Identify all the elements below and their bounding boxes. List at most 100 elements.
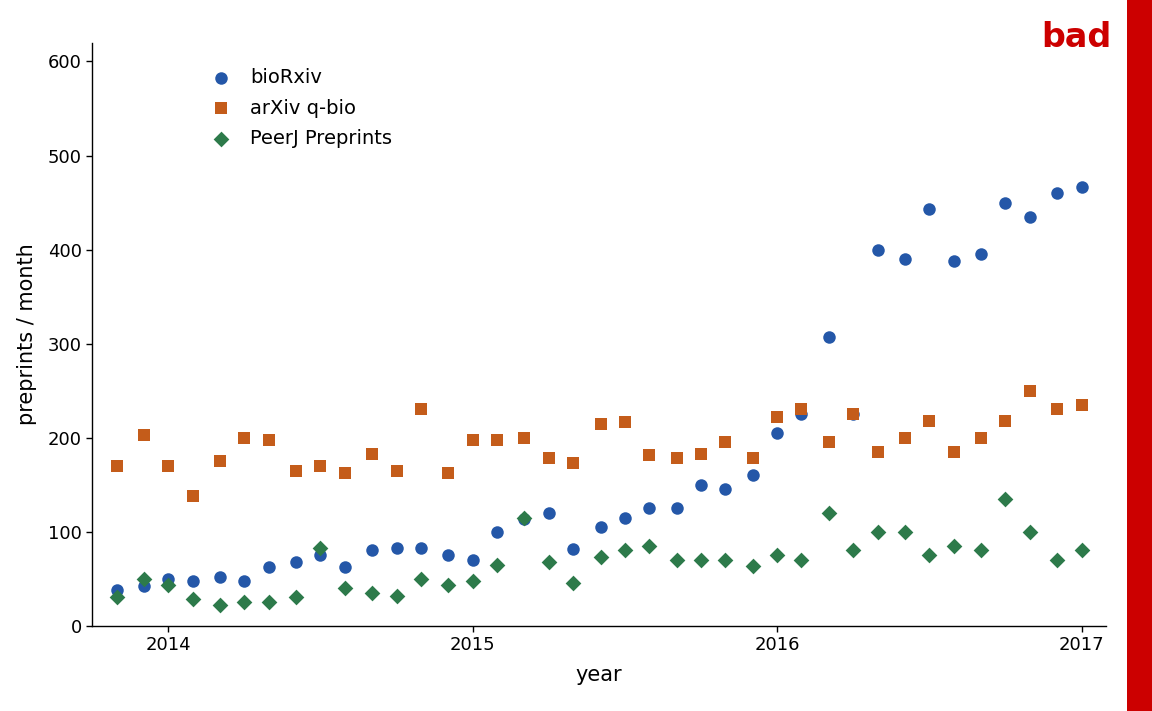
Y-axis label: preprints / month: preprints / month xyxy=(16,243,37,425)
bioRxiv xyxy=(287,556,305,567)
bioRxiv xyxy=(539,507,558,518)
PeerJ Preprints xyxy=(107,592,126,603)
PeerJ Preprints xyxy=(487,559,506,570)
bioRxiv xyxy=(439,550,457,561)
PeerJ Preprints xyxy=(692,554,711,565)
bioRxiv xyxy=(1048,188,1067,199)
bioRxiv xyxy=(945,255,963,267)
arXiv q-bio xyxy=(515,432,533,443)
PeerJ Preprints xyxy=(363,587,381,599)
PeerJ Preprints xyxy=(539,556,558,567)
bioRxiv xyxy=(183,575,202,587)
arXiv q-bio xyxy=(717,437,735,448)
arXiv q-bio xyxy=(463,434,482,446)
bioRxiv xyxy=(591,521,609,533)
arXiv q-bio xyxy=(869,446,887,457)
PeerJ Preprints xyxy=(591,551,609,562)
PeerJ Preprints xyxy=(641,540,659,552)
PeerJ Preprints xyxy=(743,561,761,572)
PeerJ Preprints xyxy=(135,573,153,584)
PeerJ Preprints xyxy=(287,592,305,603)
bioRxiv xyxy=(463,554,482,565)
PeerJ Preprints xyxy=(463,575,482,587)
PeerJ Preprints xyxy=(259,597,278,608)
arXiv q-bio xyxy=(439,468,457,479)
bioRxiv xyxy=(615,512,634,523)
arXiv q-bio xyxy=(667,453,685,464)
bioRxiv xyxy=(335,562,354,573)
arXiv q-bio xyxy=(1021,385,1039,396)
bioRxiv xyxy=(107,584,126,596)
bioRxiv xyxy=(135,580,153,592)
PeerJ Preprints xyxy=(896,526,915,538)
arXiv q-bio xyxy=(972,432,991,443)
PeerJ Preprints xyxy=(311,542,329,553)
bioRxiv xyxy=(793,408,811,419)
arXiv q-bio xyxy=(996,415,1015,427)
bioRxiv xyxy=(869,244,887,255)
bioRxiv xyxy=(363,545,381,556)
PeerJ Preprints xyxy=(717,554,735,565)
arXiv q-bio xyxy=(107,460,126,471)
bioRxiv xyxy=(564,543,583,555)
bioRxiv xyxy=(844,408,863,419)
bioRxiv xyxy=(743,469,761,481)
arXiv q-bio xyxy=(363,448,381,459)
arXiv q-bio xyxy=(920,415,939,427)
PeerJ Preprints xyxy=(159,579,177,591)
arXiv q-bio xyxy=(539,453,558,464)
PeerJ Preprints xyxy=(869,526,887,538)
bioRxiv xyxy=(972,249,991,260)
arXiv q-bio xyxy=(591,418,609,429)
bioRxiv xyxy=(896,253,915,264)
arXiv q-bio xyxy=(768,411,787,422)
PeerJ Preprints xyxy=(211,599,229,611)
PeerJ Preprints xyxy=(920,550,939,561)
bioRxiv xyxy=(235,575,253,587)
PeerJ Preprints xyxy=(235,597,253,608)
bioRxiv xyxy=(641,503,659,514)
arXiv q-bio xyxy=(259,434,278,446)
arXiv q-bio xyxy=(945,446,963,457)
bioRxiv xyxy=(768,427,787,439)
arXiv q-bio xyxy=(311,460,329,471)
bioRxiv xyxy=(667,503,685,514)
PeerJ Preprints xyxy=(945,540,963,552)
arXiv q-bio xyxy=(211,456,229,467)
bioRxiv xyxy=(820,331,839,343)
arXiv q-bio xyxy=(743,453,761,464)
arXiv q-bio xyxy=(793,404,811,415)
PeerJ Preprints xyxy=(387,590,406,602)
PeerJ Preprints xyxy=(183,594,202,605)
PeerJ Preprints xyxy=(820,507,839,518)
X-axis label: year: year xyxy=(576,665,622,685)
bioRxiv xyxy=(387,542,406,553)
PeerJ Preprints xyxy=(768,550,787,561)
PeerJ Preprints xyxy=(335,582,354,594)
arXiv q-bio xyxy=(692,448,711,459)
bioRxiv xyxy=(259,562,278,573)
arXiv q-bio xyxy=(135,429,153,441)
arXiv q-bio xyxy=(183,490,202,501)
PeerJ Preprints xyxy=(1021,526,1039,538)
PeerJ Preprints xyxy=(564,577,583,589)
bioRxiv xyxy=(1073,182,1091,193)
arXiv q-bio xyxy=(159,460,177,471)
arXiv q-bio xyxy=(615,416,634,427)
bioRxiv xyxy=(717,483,735,495)
PeerJ Preprints xyxy=(793,554,811,565)
PeerJ Preprints xyxy=(844,545,863,556)
arXiv q-bio xyxy=(287,465,305,476)
arXiv q-bio xyxy=(1073,399,1091,410)
bioRxiv xyxy=(159,573,177,584)
bioRxiv xyxy=(311,550,329,561)
bioRxiv xyxy=(996,197,1015,208)
bioRxiv xyxy=(920,203,939,215)
arXiv q-bio xyxy=(335,468,354,479)
arXiv q-bio xyxy=(387,465,406,476)
PeerJ Preprints xyxy=(1073,545,1091,556)
Text: bad: bad xyxy=(1041,21,1112,54)
PeerJ Preprints xyxy=(615,545,634,556)
PeerJ Preprints xyxy=(1048,554,1067,565)
bioRxiv xyxy=(692,479,711,491)
